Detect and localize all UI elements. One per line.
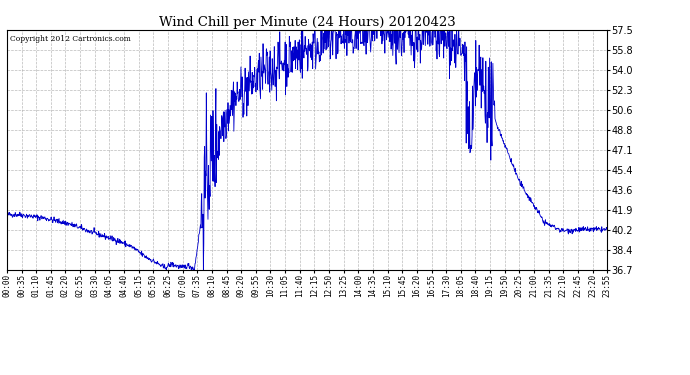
Title: Wind Chill per Minute (24 Hours) 20120423: Wind Chill per Minute (24 Hours) 2012042… — [159, 16, 455, 29]
Text: Copyright 2012 Cartronics.com: Copyright 2012 Cartronics.com — [10, 35, 131, 43]
